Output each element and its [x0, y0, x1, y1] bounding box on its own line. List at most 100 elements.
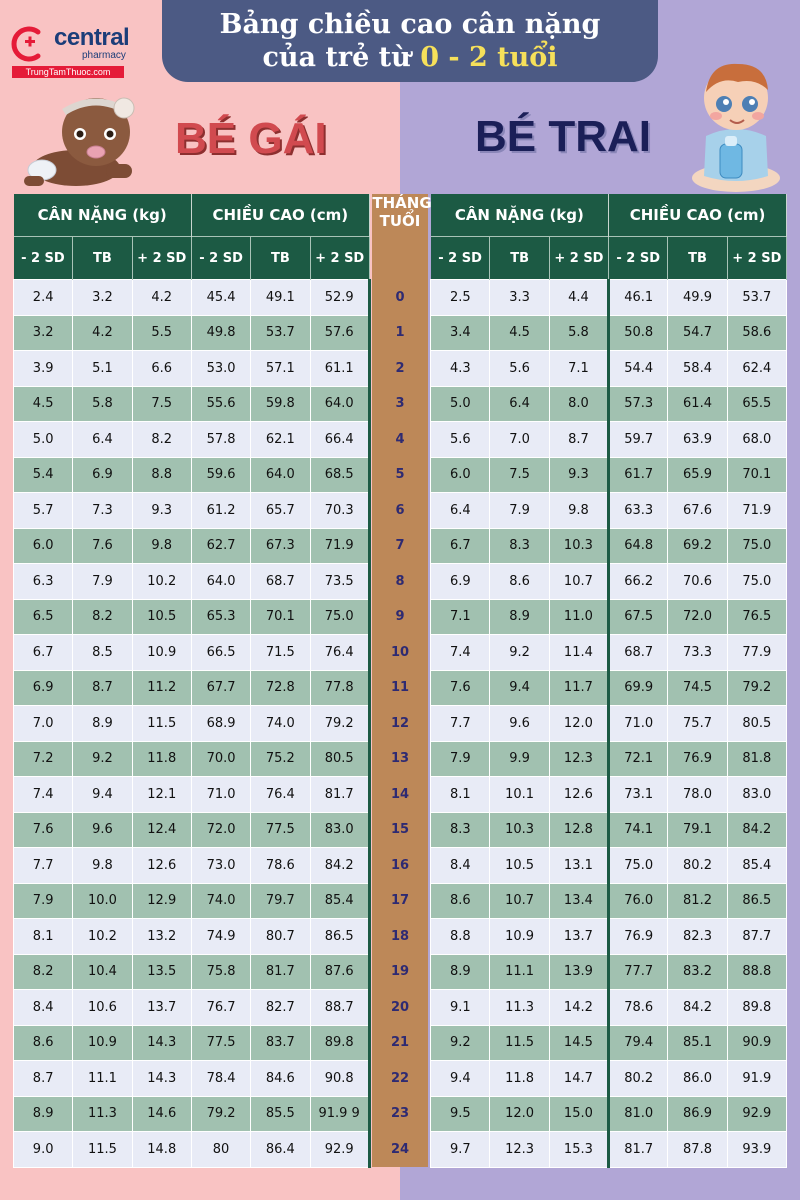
table-row: 8.4 10.6 13.7 76.7 82.7 88.7 20 9.1 11.3 14.2 78.6… [12, 989, 788, 1026]
boy-cell: 77.9 [726, 634, 788, 671]
girl-cell: 84.6 [250, 1060, 311, 1097]
boy-cell: 5.6 [430, 421, 491, 458]
month-cell: 13 [372, 741, 428, 777]
girl-cell: 70.3 [309, 492, 371, 529]
girl-cell: 5.0 [12, 421, 74, 458]
girl-cell: 8.2 [131, 421, 192, 458]
boy-cell: 74.5 [667, 669, 728, 706]
girl-cell: 5.1 [72, 350, 133, 387]
table-row: 8.7 11.1 14.3 78.4 84.6 90.8 22 9.4 11.8 14.7 80.2… [12, 1060, 788, 1097]
sub-header: + 2 SD [310, 236, 370, 280]
girl-cell: 83.0 [309, 811, 371, 848]
girl-cell: 11.5 [131, 705, 192, 742]
girl-cell: 85.4 [309, 882, 371, 919]
girl-cell: 11.5 [72, 1131, 133, 1168]
girl-cell: 55.6 [190, 385, 252, 422]
boy-cell: 5.8 [548, 314, 611, 351]
girl-cell: 14.8 [131, 1131, 192, 1168]
girl-cell: 9.4 [72, 776, 133, 813]
logo-brand: central [54, 24, 130, 51]
girl-cell: 81.7 [250, 953, 311, 990]
boy-cell: 7.6 [430, 669, 491, 706]
girl-cell: 80.5 [309, 740, 371, 777]
boy-cell: 10.7 [489, 882, 550, 919]
girl-cell: 59.6 [190, 456, 252, 493]
girl-cell: 8.7 [72, 669, 133, 706]
girl-cell: 4.2 [72, 314, 133, 351]
boy-cell: 11.1 [489, 953, 550, 990]
month-header: THÁNG TUỔI [372, 194, 432, 280]
boy-cell: 75.0 [726, 563, 788, 600]
baby-girl-illustration-icon [24, 97, 135, 186]
sub-header: - 2 SD [191, 236, 252, 280]
boy-cell: 76.5 [726, 598, 788, 635]
girl-cell: 77.8 [309, 669, 371, 706]
table-row: 5.7 7.3 9.3 61.2 65.7 70.3 6 6.4 7.9 9.8 63.3 67.6 7… [12, 492, 788, 529]
girl-cell: 6.4 [72, 421, 133, 458]
boy-cell: 8.6 [489, 563, 550, 600]
girl-cell: 11.3 [72, 1095, 133, 1132]
table-row: 6.7 8.5 10.9 66.5 71.5 76.4 10 7.4 9.2 11.4 68.7 73… [12, 634, 788, 671]
girl-cell: 49.1 [250, 279, 311, 316]
title-line2-prefix: của trẻ từ [262, 42, 411, 73]
girl-cell: 78.6 [250, 847, 311, 884]
boy-cell: 53.7 [726, 279, 788, 316]
girl-cell: 4.5 [12, 385, 74, 422]
boy-cell: 64.8 [608, 527, 669, 564]
central-pharmacy-logo[interactable]: central pharmacy TrungTamThuoc.com [8, 20, 158, 84]
boy-cell: 86.5 [726, 882, 788, 919]
girl-cell: 61.1 [309, 350, 371, 387]
boy-cell: 92.9 [726, 1095, 788, 1132]
sub-header: TB [667, 236, 728, 280]
girl-cell: 79.2 [309, 705, 371, 742]
boy-height-header: CHIỀU CAO (cm) [608, 194, 787, 237]
girl-cell: 6.7 [12, 634, 74, 671]
boy-cell: 9.4 [430, 1060, 491, 1097]
girl-cell: 8.6 [12, 1024, 74, 1061]
girl-cell: 8.8 [131, 456, 192, 493]
boy-cell: 14.7 [548, 1060, 611, 1097]
boy-cell: 6.9 [430, 563, 491, 600]
girl-cell: 62.1 [250, 421, 311, 458]
boy-cell: 67.6 [667, 492, 728, 529]
table-row: 8.2 10.4 13.5 75.8 81.7 87.6 19 8.9 11.1 13.9 77.7… [12, 953, 788, 990]
girl-cell: 75.0 [309, 598, 371, 635]
boy-cell: 81.0 [608, 1095, 669, 1132]
boy-cell: 13.1 [548, 847, 611, 884]
girl-cell: 10.9 [131, 634, 192, 671]
boy-cell: 7.1 [548, 350, 611, 387]
girl-cell: 7.3 [72, 492, 133, 529]
month-cell: 18 [372, 918, 428, 954]
boy-cell: 78.6 [608, 989, 669, 1026]
month-cell: 23 [372, 1096, 428, 1132]
table-row: 8.9 11.3 14.6 79.2 85.5 91.9 9 23 9.5 12.0 15.0 81… [12, 1095, 788, 1132]
girl-cell: 68.5 [309, 456, 371, 493]
boy-cell: 5.6 [489, 350, 550, 387]
boy-cell: 90.9 [726, 1024, 788, 1061]
table-row: 4.5 5.8 7.5 55.6 59.8 64.0 3 5.0 6.4 8.0 57.3 61.4 6… [12, 385, 788, 422]
boy-cell: 13.7 [548, 918, 611, 955]
girl-cell: 9.3 [131, 492, 192, 529]
girl-cell: 6.9 [12, 669, 74, 706]
boy-cell: 61.4 [667, 385, 728, 422]
table-row: 7.7 9.8 12.6 73.0 78.6 84.2 16 8.4 10.5 13.1 75.0 8… [12, 847, 788, 884]
boy-cell: 86.0 [667, 1060, 728, 1097]
girl-cell: 76.7 [190, 989, 252, 1026]
girl-cell: 77.5 [190, 1024, 252, 1061]
boy-cell: 9.7 [430, 1131, 491, 1168]
boy-cell: 8.6 [430, 882, 491, 919]
boy-cell: 74.1 [608, 811, 669, 848]
girl-cell: 8.5 [72, 634, 133, 671]
month-cell: 6 [372, 492, 428, 528]
boy-cell: 12.0 [548, 705, 611, 742]
boy-cell: 12.0 [489, 1095, 550, 1132]
sub-header: - 2 SD [430, 236, 491, 280]
girl-cell: 10.4 [72, 953, 133, 990]
boy-cell: 7.4 [430, 634, 491, 671]
boy-cell: 10.5 [489, 847, 550, 884]
girl-cell: 83.7 [250, 1024, 311, 1061]
girl-cell: 11.2 [131, 669, 192, 706]
central-pharmacy-logo-icon [11, 26, 41, 62]
girl-cell: 67.3 [250, 527, 311, 564]
boy-cell: 67.5 [608, 598, 669, 635]
